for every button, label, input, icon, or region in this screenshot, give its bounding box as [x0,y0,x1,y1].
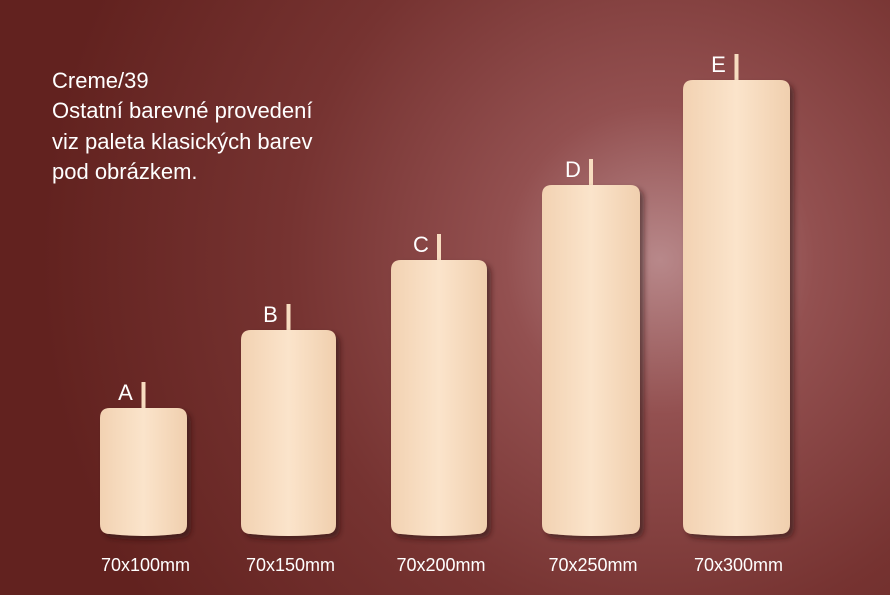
description-line: viz paleta klasických barev [52,129,312,154]
candle-letter: C [413,232,429,257]
candle: A 70x100mm [100,380,190,575]
candle-size: 70x250mm [548,555,637,575]
candle-size: 70x100mm [101,555,190,575]
candle-body [100,408,187,536]
candles: A 70x100mm B 70x150mm C 70x200mm D 70x250mm E 70x… [100,52,790,575]
description-line: Ostatní barevné provedení [52,98,313,123]
candle-size: 70x150mm [246,555,335,575]
candle-body [683,80,790,536]
candle: D 70x250mm [542,157,640,575]
description: Creme/39 Ostatní barevné provedení viz p… [52,68,313,184]
candle-letter: E [711,52,726,77]
candle-body [542,185,640,536]
candle-body [241,330,336,536]
candle-letter: A [118,380,133,405]
candle-size: 70x300mm [694,555,783,575]
candle-size: 70x200mm [396,555,485,575]
description-line: Creme/39 [52,68,149,93]
candle: E 70x300mm [683,52,790,575]
candle: B 70x150mm [241,302,336,575]
candle-body [391,260,487,536]
candle-letter: D [565,157,581,182]
description-line: pod obrázkem. [52,159,198,184]
candle-letter: B [263,302,278,327]
candle: C 70x200mm [391,232,487,575]
